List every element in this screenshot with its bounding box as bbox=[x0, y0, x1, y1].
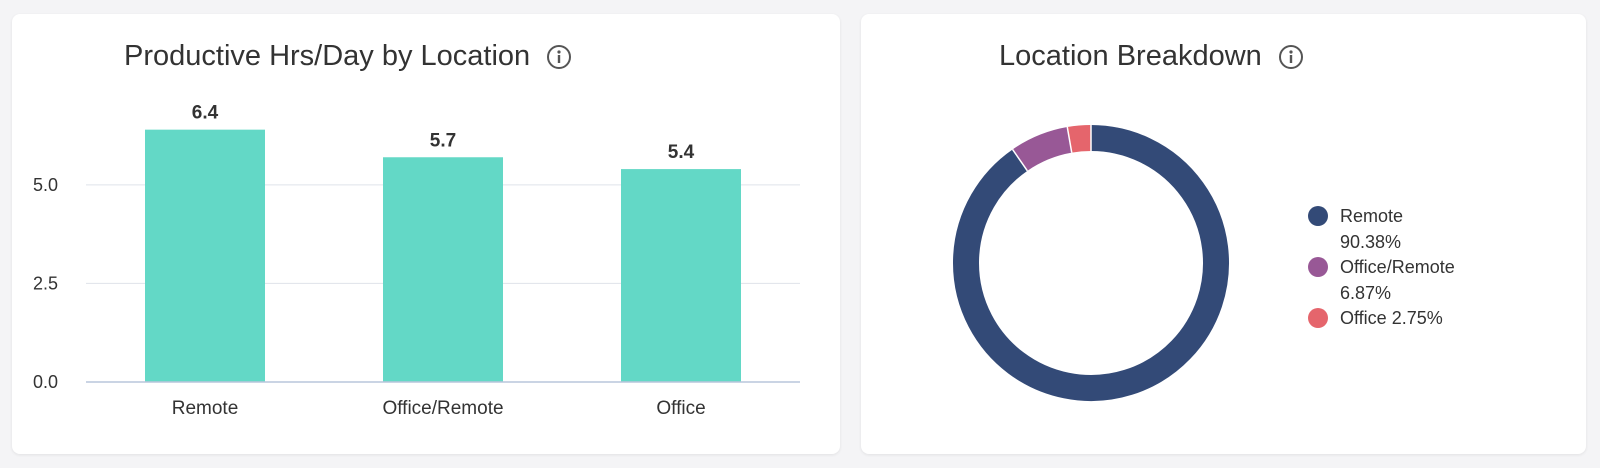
legend-dot-office-remote bbox=[1308, 257, 1328, 277]
legend-value: 2.75% bbox=[1391, 308, 1443, 328]
legend-dot-remote bbox=[1308, 206, 1328, 226]
legend-value: 90.38% bbox=[1340, 232, 1402, 252]
legend-item-office-remote[interactable]: Office/Remote 6.87% bbox=[1308, 257, 1455, 306]
legend-label: Office/Remote bbox=[1340, 257, 1455, 277]
bar-chart-title-row: Productive Hrs/Day by Location bbox=[124, 40, 572, 73]
bar-chart-card: Productive Hrs/Day by Location 0.0 2.5 5.0… bbox=[12, 14, 840, 454]
info-icon[interactable] bbox=[546, 44, 572, 70]
donut-slice-office-remote bbox=[1012, 127, 1073, 172]
donut-chart-title: Location Breakdown bbox=[999, 40, 1262, 72]
donut-chart-card: Location Breakdown Remote 90.38% Office/… bbox=[861, 14, 1586, 454]
bar bbox=[145, 129, 265, 382]
bar-value-label: 5.7 bbox=[430, 130, 456, 151]
x-category-label: Remote bbox=[172, 398, 239, 419]
bar bbox=[621, 169, 741, 382]
bar-chart: 0.0 2.5 5.0 6.4 Remote 5.7 Office/Remote 5.4 Off… bbox=[33, 103, 800, 419]
x-category-label: Office/Remote bbox=[382, 398, 503, 419]
slice-separator bbox=[1066, 126, 1073, 153]
bar-chart-title: Productive Hrs/Day by Location bbox=[124, 40, 531, 72]
x-category-label: Office bbox=[656, 398, 705, 419]
legend-label: Remote bbox=[1340, 206, 1404, 226]
legend-label: Office bbox=[1340, 308, 1387, 328]
legend-item-office[interactable]: Office 2.75% bbox=[1308, 308, 1455, 331]
donut-slice-office bbox=[1067, 125, 1092, 153]
info-icon[interactable] bbox=[1278, 44, 1304, 70]
legend-item-remote[interactable]: Remote 90.38% bbox=[1308, 206, 1455, 255]
donut-chart bbox=[953, 125, 1229, 401]
bar-value-label: 5.4 bbox=[668, 142, 695, 163]
legend-value: 6.87% bbox=[1340, 283, 1392, 303]
bar-value-label: 6.4 bbox=[192, 103, 219, 124]
slice-separator bbox=[1011, 149, 1028, 172]
y-tick-label: 0.0 bbox=[33, 372, 58, 392]
y-tick-label: 2.5 bbox=[33, 273, 58, 293]
legend-dot-office bbox=[1308, 308, 1328, 328]
y-tick-label: 5.0 bbox=[33, 175, 58, 195]
donut-legend: Remote 90.38% Office/Remote 6.87% Office… bbox=[1308, 206, 1455, 333]
bar bbox=[383, 157, 503, 382]
donut-slice-remote bbox=[953, 125, 1229, 401]
donut-chart-title-row: Location Breakdown bbox=[999, 40, 1304, 73]
